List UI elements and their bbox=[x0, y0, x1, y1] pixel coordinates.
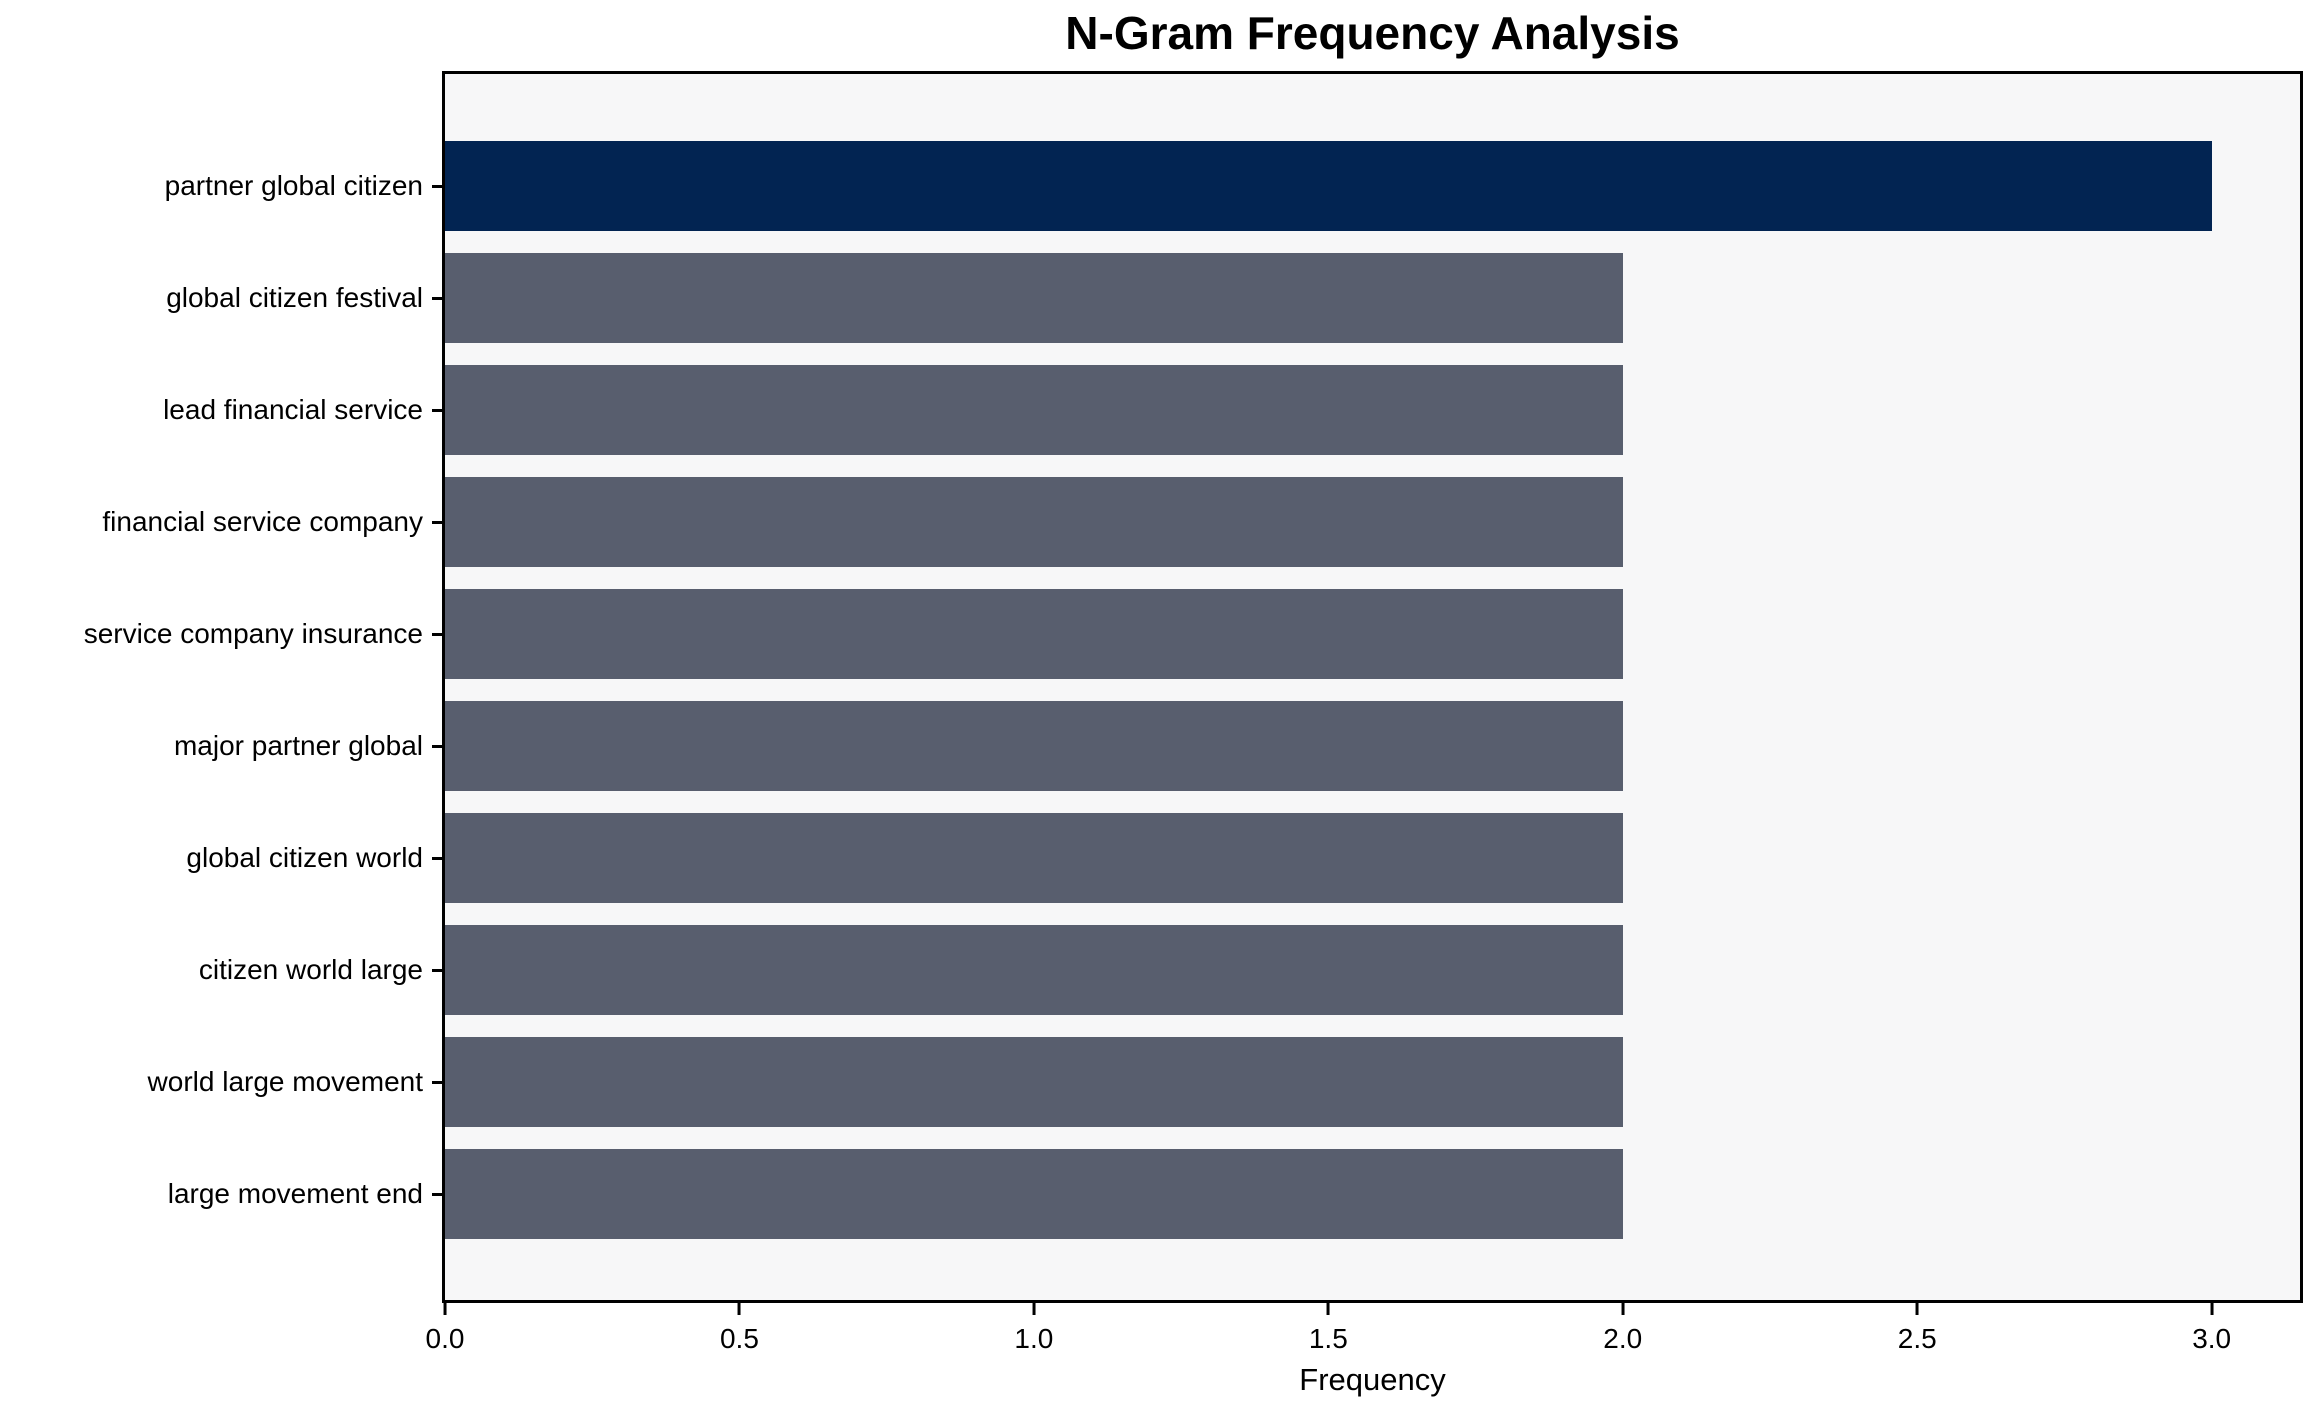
bar bbox=[445, 477, 1623, 567]
y-tick-mark bbox=[432, 632, 445, 636]
x-tick-label: 2.0 bbox=[1603, 1323, 1643, 1354]
y-tick-mark bbox=[432, 520, 445, 524]
y-tick-label: partner global citizen bbox=[164, 170, 423, 201]
x-tick-label: 0.0 bbox=[425, 1323, 465, 1354]
x-tick-mark bbox=[443, 1303, 447, 1315]
bar bbox=[445, 253, 1623, 343]
bar bbox=[445, 365, 1623, 455]
y-tick-mark bbox=[432, 744, 445, 748]
x-axis-label: Frequency bbox=[1299, 1362, 1446, 1397]
x-tick-label: 3.0 bbox=[2192, 1323, 2232, 1354]
bar-row: large movement end bbox=[168, 1138, 2300, 1250]
x-tick-mark bbox=[2210, 1303, 2214, 1315]
y-tick-label: lead financial service bbox=[163, 394, 423, 425]
bar bbox=[445, 589, 1623, 679]
y-tick-mark bbox=[432, 968, 445, 972]
x-tick: 2.5 bbox=[1898, 1303, 1937, 1355]
y-tick-label: large movement end bbox=[167, 1178, 423, 1209]
x-tick-mark bbox=[1915, 1303, 1919, 1315]
y-tick-label: financial service company bbox=[102, 506, 423, 537]
bar bbox=[445, 1037, 1623, 1127]
bar-row: world large movement bbox=[148, 1026, 2300, 1138]
y-tick-label: major partner global bbox=[173, 730, 423, 761]
y-tick-mark bbox=[432, 856, 445, 860]
x-tick: 1.0 bbox=[1014, 1303, 1053, 1355]
y-tick-mark bbox=[432, 1192, 445, 1196]
y-tick-mark bbox=[432, 296, 445, 300]
x-tick-label: 1.5 bbox=[1308, 1323, 1348, 1354]
bar-row: global citizen world bbox=[186, 802, 2300, 914]
bar bbox=[445, 813, 1623, 903]
x-tick-mark bbox=[1621, 1303, 1625, 1315]
x-tick-mark bbox=[737, 1303, 741, 1315]
x-tick: 3.0 bbox=[2192, 1303, 2231, 1355]
x-tick: 0.0 bbox=[425, 1303, 465, 1355]
y-tick-label: global citizen world bbox=[186, 842, 423, 873]
bar-row: service company insurance bbox=[84, 578, 2300, 690]
bar-row: citizen world large bbox=[199, 914, 2300, 1026]
x-tick: 1.5 bbox=[1309, 1303, 1348, 1355]
bar bbox=[445, 141, 2212, 231]
bar-row: lead financial service bbox=[163, 354, 2300, 466]
x-tick-mark bbox=[1032, 1303, 1036, 1315]
y-tick-label: global citizen festival bbox=[166, 282, 423, 313]
bar-row: financial service company bbox=[102, 466, 2300, 578]
x-tick-label: 0.5 bbox=[719, 1323, 759, 1354]
bar-row: major partner global bbox=[174, 690, 2300, 802]
y-tick-mark bbox=[432, 1080, 445, 1084]
y-tick-label: world large movement bbox=[147, 1066, 423, 1097]
x-tick: 2.0 bbox=[1603, 1303, 1642, 1355]
bar-row: partner global citizen bbox=[165, 130, 2300, 242]
y-tick-label: service company insurance bbox=[83, 618, 423, 649]
bar-row: global citizen festival bbox=[166, 242, 2300, 354]
bar bbox=[445, 1149, 1623, 1239]
y-tick-mark bbox=[432, 184, 445, 188]
x-tick-label: 1.0 bbox=[1014, 1323, 1054, 1354]
y-tick-label: citizen world large bbox=[198, 954, 423, 985]
x-tick: 0.5 bbox=[720, 1303, 759, 1355]
x-tick-label: 2.5 bbox=[1897, 1323, 1937, 1354]
bars-container: partner global citizen global citizen fe… bbox=[84, 74, 2300, 1300]
bar bbox=[445, 701, 1623, 791]
y-tick-mark bbox=[432, 408, 445, 412]
chart-title: N-Gram Frequency Analysis bbox=[1065, 7, 1680, 59]
plot-area: partner global citizen global citizen fe… bbox=[84, 71, 2303, 1303]
x-tick-mark bbox=[1326, 1303, 1330, 1315]
bar bbox=[445, 925, 1623, 1015]
